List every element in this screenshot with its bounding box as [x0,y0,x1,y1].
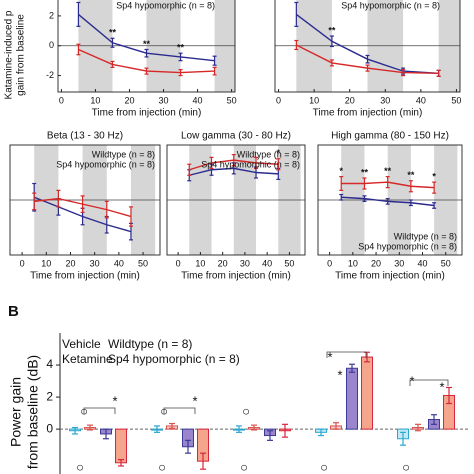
significance: ** [328,25,336,35]
significance: ** [75,0,83,2]
chart-title: Beta (13 - 30 Hz) [47,131,123,142]
x-tick-label: 10 [309,95,319,105]
chart-title: High gamma (80 - 150 Hz) [331,131,449,142]
x-tick-label: 40 [262,258,272,268]
legend-label: Wildtype (n = 8) [92,149,155,159]
significance: ○ [158,459,166,474]
significance: * [327,349,332,364]
significance: ** [384,166,392,176]
x-tick-label: 50 [451,95,461,105]
x-tick-label: 40 [416,95,426,105]
bracket [163,407,196,414]
x-tick-label: 50 [284,258,294,268]
x-tick-label: 30 [380,95,390,105]
legend-label: Sp4 hypomorphic (n = 8) [201,159,300,169]
y-axis-label: gain from baseline [16,14,27,96]
x-tick-label: 30 [240,258,250,268]
significance: * [432,172,436,182]
x-axis-label: Time from injection (min) [92,108,202,119]
x-tick-label: 10 [195,258,205,268]
plot-frame [317,144,463,256]
bracket [409,379,449,386]
bar [361,356,373,430]
x-axis-label: Time from injection (min) [335,271,445,282]
y-tick-label: -2 [46,70,54,80]
legend-label: Wildtype (n = 8) [108,337,192,351]
legend-label: Ketamine [62,352,113,366]
significance: * [277,148,281,158]
significance: ** [361,167,369,177]
legend-label: Sp4 hypomorphic (n = 8) [116,0,215,10]
x-tick-label: 50 [138,258,148,268]
x-tick-label: 0 [276,95,281,105]
significance: ** [177,43,185,53]
x-tick-label: 20 [218,258,228,268]
significance: * [339,166,343,176]
x-axis-label: Time from injection (min) [313,108,423,119]
significance: * [192,393,197,408]
x-tick-label: 0 [176,258,181,268]
significance: ○ [240,459,248,474]
y-axis-label: Power gain [8,377,24,447]
legend-label: Vehicle [62,337,101,351]
legend-label: Sp4 hypomorphic (n = 8) [56,159,155,169]
legend-label: Wildtype (n = 8) [394,231,457,241]
x-tick-label: 50 [227,95,237,105]
x-tick-label: 10 [90,95,100,105]
x-tick-label: 40 [193,95,203,105]
y-axis-label: Katamine-induced p [4,10,15,99]
x-tick-label: 0 [327,258,332,268]
significance: ○ [242,403,250,418]
legend-label: Sp4 hypomorphic (n = 8) [341,0,440,10]
bar [115,428,127,464]
y-axis-label: from baseline (dB) [25,355,41,469]
x-axis-label: Time from injection (min) [30,271,140,282]
significance: * [409,373,414,388]
x-tick-label: 0 [20,258,25,268]
plot-frame [9,144,161,256]
significance: ** [143,39,151,49]
significance: ○ [76,459,84,474]
bracket [326,351,367,358]
significance: * [112,393,117,408]
plot-frame [166,144,306,256]
significance: * [337,367,342,382]
x-tick-label: 40 [418,258,428,268]
significance: ** [293,0,301,2]
y-tick-label: 4 [46,357,53,371]
bar [346,367,358,430]
legend-label: Sp4 hypomorphic (n = 8) [108,352,240,366]
x-tick-label: 20 [371,258,381,268]
chart-title: Low gamma (30 - 80 Hz) [181,131,291,142]
y-tick-label: 0 [49,40,54,50]
x-tick-label: 30 [394,258,404,268]
plot-frame [274,0,461,93]
legend-label: Wildtype (n = 8) [237,149,300,159]
x-tick-label: 40 [114,258,124,268]
significance: * [439,379,444,394]
x-tick-label: 20 [345,95,355,105]
x-axis-label: Time from injection (min) [181,271,291,282]
legend-label: Sp4 hypomorphic (n = 8) [358,241,457,251]
significance: ○ [402,459,410,474]
y-tick-label: 0 [46,421,53,435]
bracket [83,407,116,414]
y-tick-label: 2 [49,10,54,20]
x-tick-label: 30 [159,95,169,105]
panel-label: B [8,303,19,320]
x-tick-label: 10 [41,258,51,268]
significance: ** [109,28,117,38]
plot-frame [57,0,236,93]
x-tick-label: 0 [59,95,64,105]
significance: ○ [320,459,328,474]
x-tick-label: 20 [65,258,75,268]
x-tick-label: 10 [348,258,358,268]
significance: ** [407,170,415,180]
x-tick-label: 30 [90,258,100,268]
x-tick-label: 20 [124,95,134,105]
y-tick-label: 2 [46,389,53,403]
x-tick-label: 50 [441,258,451,268]
